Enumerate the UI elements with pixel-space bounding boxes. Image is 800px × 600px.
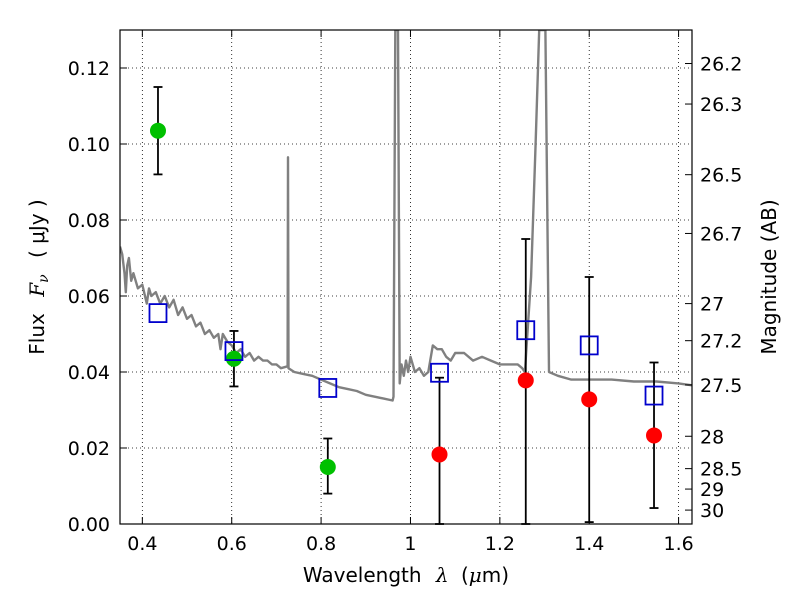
data-point [517,372,534,389]
model-square [148,303,168,324]
y-axis-label-text-group: Flux Fν ( μJy ) [25,199,53,354]
x-axis-label-symbol: λ [435,563,449,587]
y-axis-label-symbol: F [25,282,49,298]
y-tick-label: 0.10 [68,134,110,156]
x-tick-label: 1.6 [663,533,693,555]
x-axis-label-unit-prefix: ( [461,563,469,587]
model-square [644,385,664,406]
points-layer [148,86,664,525]
y-tick-label: 0.02 [68,438,110,460]
y-tick-label: 0.00 [68,514,110,536]
data-point [225,350,242,367]
y2-axis-label: Magnitude (AB) [757,199,781,354]
model-square [318,378,338,398]
y-axis-label-subscript: ν [36,274,52,283]
x-tick-label: 1 [404,533,416,555]
x-tick-label: 0.6 [217,533,247,555]
x-axis-label-text: Wavelength [303,563,422,587]
y2-tick-label: 26.7 [700,223,742,245]
data-point [646,427,663,444]
y2-axis-label-text: Magnitude (AB) [757,199,781,354]
y2-tick-label: 28 [700,426,724,448]
x-axis-label-unit-suffix: m) [482,563,509,587]
plot-content [120,30,692,525]
x-axis-label: Wavelength λ (μm) [303,563,509,587]
x-axis-label-mu: μ [469,563,482,587]
data-point [581,391,598,408]
x-tick-label: 1.2 [485,533,515,555]
axis-ticks: 0.4 0.6 0.8 1 1.2 1.4 1.6 0.00 0.02 0.04 0.06 0.08 0… [68,30,742,555]
y-tick-label: 0.04 [68,362,110,384]
y2-tick-label: 26.2 [700,54,742,76]
y-tick-label: 0.08 [68,210,110,232]
model-square [224,341,244,362]
y2-tick-label: 26.3 [700,94,742,116]
y2-tick-label: 30 [700,500,724,522]
model-square [516,320,536,341]
y2-tick-label: 26.5 [700,165,742,187]
y-axis-label-text: Flux [25,313,49,355]
y2-tick-label: 27 [700,294,724,316]
x-tick-label: 0.8 [306,533,336,555]
y-axis-label: Flux Fν ( μJy ) [25,199,53,354]
x-tick-label: 0.4 [127,533,157,555]
data-point [149,122,166,139]
y2-tick-label: 28.5 [700,459,742,481]
plot-frame [119,29,693,525]
data-point [431,446,448,463]
y2-tick-label: 27.5 [700,375,742,397]
y2-tick-label: 29 [700,479,724,501]
y-axis-label-unit: ( μJy ) [25,199,49,258]
y-tick-label: 0.12 [68,58,110,80]
model-square [430,362,449,383]
data-point [319,459,336,475]
y2-tick-label: 27.2 [700,331,742,353]
y-tick-label: 0.06 [68,286,110,308]
model-square [579,335,599,356]
x-tick-label: 1.4 [574,533,604,555]
